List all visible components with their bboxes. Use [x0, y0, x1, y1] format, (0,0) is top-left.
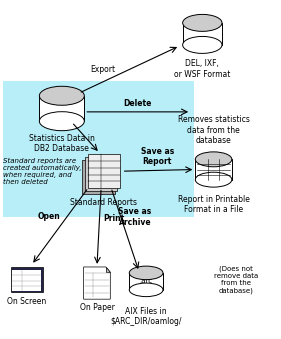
Bar — [88, 154, 120, 188]
Text: Standard reports are
created automatically,
when required, and
then deleted: Standard reports are created automatical… — [3, 158, 81, 185]
Text: Delete: Delete — [124, 99, 152, 108]
Ellipse shape — [39, 86, 84, 105]
Text: Save as
Archive: Save as Archive — [118, 207, 151, 227]
Bar — [195, 159, 232, 180]
Text: Save as
Report: Save as Report — [141, 147, 174, 166]
Text: Standard Reports: Standard Reports — [71, 198, 137, 207]
Ellipse shape — [39, 112, 84, 131]
Ellipse shape — [195, 152, 232, 167]
Text: Report in Printable
Format in a File: Report in Printable Format in a File — [178, 195, 250, 214]
Text: Print: Print — [103, 214, 125, 223]
Bar — [85, 157, 117, 191]
Text: On Screen: On Screen — [7, 297, 46, 306]
Text: Export: Export — [90, 65, 115, 74]
Ellipse shape — [129, 283, 163, 297]
Ellipse shape — [129, 266, 163, 280]
Text: .arc: .arc — [140, 278, 153, 284]
Text: AIX Files in
$ARC_DIR/oamlog/: AIX Files in $ARC_DIR/oamlog/ — [110, 307, 182, 326]
Ellipse shape — [195, 172, 232, 187]
Ellipse shape — [183, 36, 222, 53]
Text: Statistics Data in
DB2 Database: Statistics Data in DB2 Database — [29, 134, 95, 153]
Bar — [183, 23, 222, 45]
Text: (Does not
remove data
from the
database): (Does not remove data from the database) — [214, 266, 258, 294]
Text: On Paper: On Paper — [80, 303, 114, 312]
Bar — [3, 81, 194, 217]
Polygon shape — [106, 267, 110, 273]
Polygon shape — [84, 267, 110, 299]
Bar — [82, 160, 115, 194]
Bar — [11, 267, 43, 292]
Text: DEL, IXF,
or WSF Format: DEL, IXF, or WSF Format — [174, 59, 230, 79]
Ellipse shape — [183, 14, 222, 32]
Bar — [129, 273, 163, 290]
Bar — [39, 96, 84, 121]
Text: Open: Open — [38, 213, 60, 221]
Text: Removes statistics
data from the
database: Removes statistics data from the databas… — [178, 115, 250, 145]
Bar — [12, 271, 42, 291]
